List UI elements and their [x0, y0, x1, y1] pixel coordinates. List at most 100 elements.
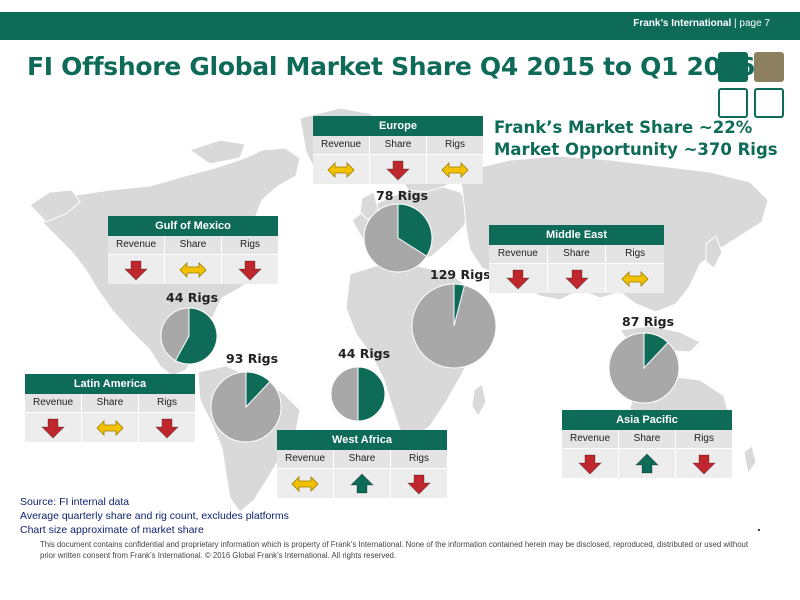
footnote-source: Source: FI internal data	[20, 496, 130, 508]
rig-label-europe: 78 Rigs	[376, 188, 429, 203]
logo-square-outline-right	[754, 88, 784, 118]
column-header-revenue: Revenue	[562, 430, 619, 448]
trend-cell-rigs	[222, 254, 278, 284]
yellow-double-arrow-icon	[327, 161, 355, 178]
trend-icon-row	[277, 468, 447, 498]
madagascar-landmass	[471, 383, 487, 417]
region-name-latin-america: Latin America	[25, 374, 195, 394]
region-panel-latin-america: Latin America Revenue Share Rigs	[25, 374, 195, 442]
red-down-arrow-icon	[124, 260, 148, 281]
header-bar: Frank’s International | page 7	[0, 12, 800, 40]
rig-label-latin-america: 93 Rigs	[226, 351, 279, 366]
column-header-revenue: Revenue	[277, 450, 334, 468]
red-down-arrow-icon	[578, 454, 602, 475]
rig-label-gulf-of-mexico: 44 Rigs	[166, 290, 219, 305]
red-down-arrow-icon	[692, 454, 716, 475]
trend-cell-revenue	[489, 263, 548, 293]
pie-asia-pacific-franks-share-slice	[643, 332, 669, 370]
trend-cell-revenue	[277, 468, 334, 498]
column-header-revenue: Revenue	[25, 394, 82, 412]
trend-cell-share	[334, 468, 391, 498]
column-header-revenue: Revenue	[313, 136, 370, 154]
pie-middle-east-franks-share-slice	[453, 283, 466, 327]
company-name: Frank’s International	[633, 18, 732, 29]
region-name-gulf-of-mexico: Gulf of Mexico	[108, 216, 278, 236]
disclaimer-text: This document contains confidential and …	[40, 540, 749, 560]
trend-cell-revenue	[108, 254, 165, 284]
pie-gulf-of-mexico-franks-share-slice	[174, 307, 218, 365]
column-header-rigs: Rigs	[222, 236, 278, 254]
region-panel-asia-pacific: Asia Pacific Revenue Share Rigs	[562, 410, 732, 478]
rig-label-west-africa: 44 Rigs	[338, 346, 391, 361]
page-number: page 7	[739, 18, 770, 29]
red-down-arrow-icon	[41, 418, 65, 439]
trend-cell-rigs	[676, 448, 732, 478]
trend-icon-row	[489, 263, 665, 293]
column-header-share: Share	[619, 430, 676, 448]
column-header-row: Revenue Share Rigs	[277, 450, 447, 468]
japan-landmass	[705, 235, 723, 269]
page-title: FI Offshore Global Market Share Q4 2015 …	[27, 52, 755, 81]
column-header-share: Share	[370, 136, 427, 154]
yellow-double-arrow-icon	[291, 475, 319, 492]
pie-europe-franks-share-slice	[397, 203, 433, 257]
arctic-islands-landmass	[188, 139, 246, 165]
column-header-share: Share	[547, 245, 607, 263]
column-header-row: Revenue Share Rigs	[108, 236, 278, 254]
header-separator: |	[734, 18, 737, 29]
region-name-europe: Europe	[313, 116, 483, 136]
region-panel-middle-east: Middle East Revenue Share Rigs	[489, 225, 665, 293]
logo-square-tan	[754, 52, 784, 82]
column-header-row: Revenue Share Rigs	[489, 245, 665, 263]
rig-label-middle-east: 129 Rigs	[430, 267, 491, 282]
trend-cell-rigs	[427, 154, 483, 184]
region-name-middle-east: Middle East	[489, 225, 664, 245]
logo-square-outline-left	[718, 88, 748, 118]
column-header-rigs: Rigs	[427, 136, 483, 154]
company-logo	[718, 52, 784, 118]
yellow-double-arrow-icon	[96, 419, 124, 436]
logo-square-green	[718, 52, 748, 82]
alaska-landmass	[29, 189, 81, 223]
trend-cell-share	[165, 254, 222, 284]
yellow-double-arrow-icon	[621, 270, 649, 287]
trend-cell-share	[619, 448, 676, 478]
footnote-average: Average quarterly share and rig count, e…	[20, 510, 289, 522]
market-share-headline: Frank’s Market Share ~22%	[494, 118, 753, 137]
column-header-row: Revenue Share Rigs	[313, 136, 483, 154]
trend-icon-row	[313, 154, 483, 184]
red-down-arrow-icon	[564, 269, 589, 290]
trend-icon-row	[25, 412, 195, 442]
trend-cell-share	[547, 263, 607, 293]
region-panel-west-africa: West Africa Revenue Share Rigs	[277, 430, 447, 498]
red-down-arrow-icon	[505, 269, 530, 290]
column-header-revenue: Revenue	[108, 236, 165, 254]
trend-cell-share	[82, 412, 139, 442]
trend-cell-revenue	[25, 412, 82, 442]
column-header-row: Revenue Share Rigs	[25, 394, 195, 412]
red-down-arrow-icon	[386, 160, 410, 181]
trend-cell-rigs	[606, 263, 665, 293]
new-zealand-landmass	[743, 445, 757, 476]
trend-cell-revenue	[313, 154, 370, 184]
green-up-arrow-icon	[635, 452, 659, 473]
column-header-revenue: Revenue	[489, 245, 548, 263]
column-header-rigs: Rigs	[391, 450, 447, 468]
column-header-share: Share	[165, 236, 222, 254]
trend-cell-share	[370, 154, 427, 184]
yellow-double-arrow-icon	[441, 161, 469, 178]
green-up-arrow-icon	[350, 472, 374, 493]
trend-cell-rigs	[391, 468, 447, 498]
red-down-arrow-icon	[155, 418, 179, 439]
red-down-arrow-icon	[238, 260, 262, 281]
column-header-rigs: Rigs	[606, 245, 665, 263]
region-panel-gulf-of-mexico: Gulf of Mexico Revenue Share Rigs	[108, 216, 278, 284]
column-header-share: Share	[82, 394, 139, 412]
column-header-row: Revenue Share Rigs	[562, 430, 732, 448]
pie-latin-america-franks-share-slice	[245, 371, 271, 409]
footnote-chart-size: Chart size approximate of market share	[20, 524, 204, 536]
column-header-share: Share	[334, 450, 391, 468]
trend-icon-row	[562, 448, 732, 478]
red-down-arrow-icon	[407, 474, 431, 495]
